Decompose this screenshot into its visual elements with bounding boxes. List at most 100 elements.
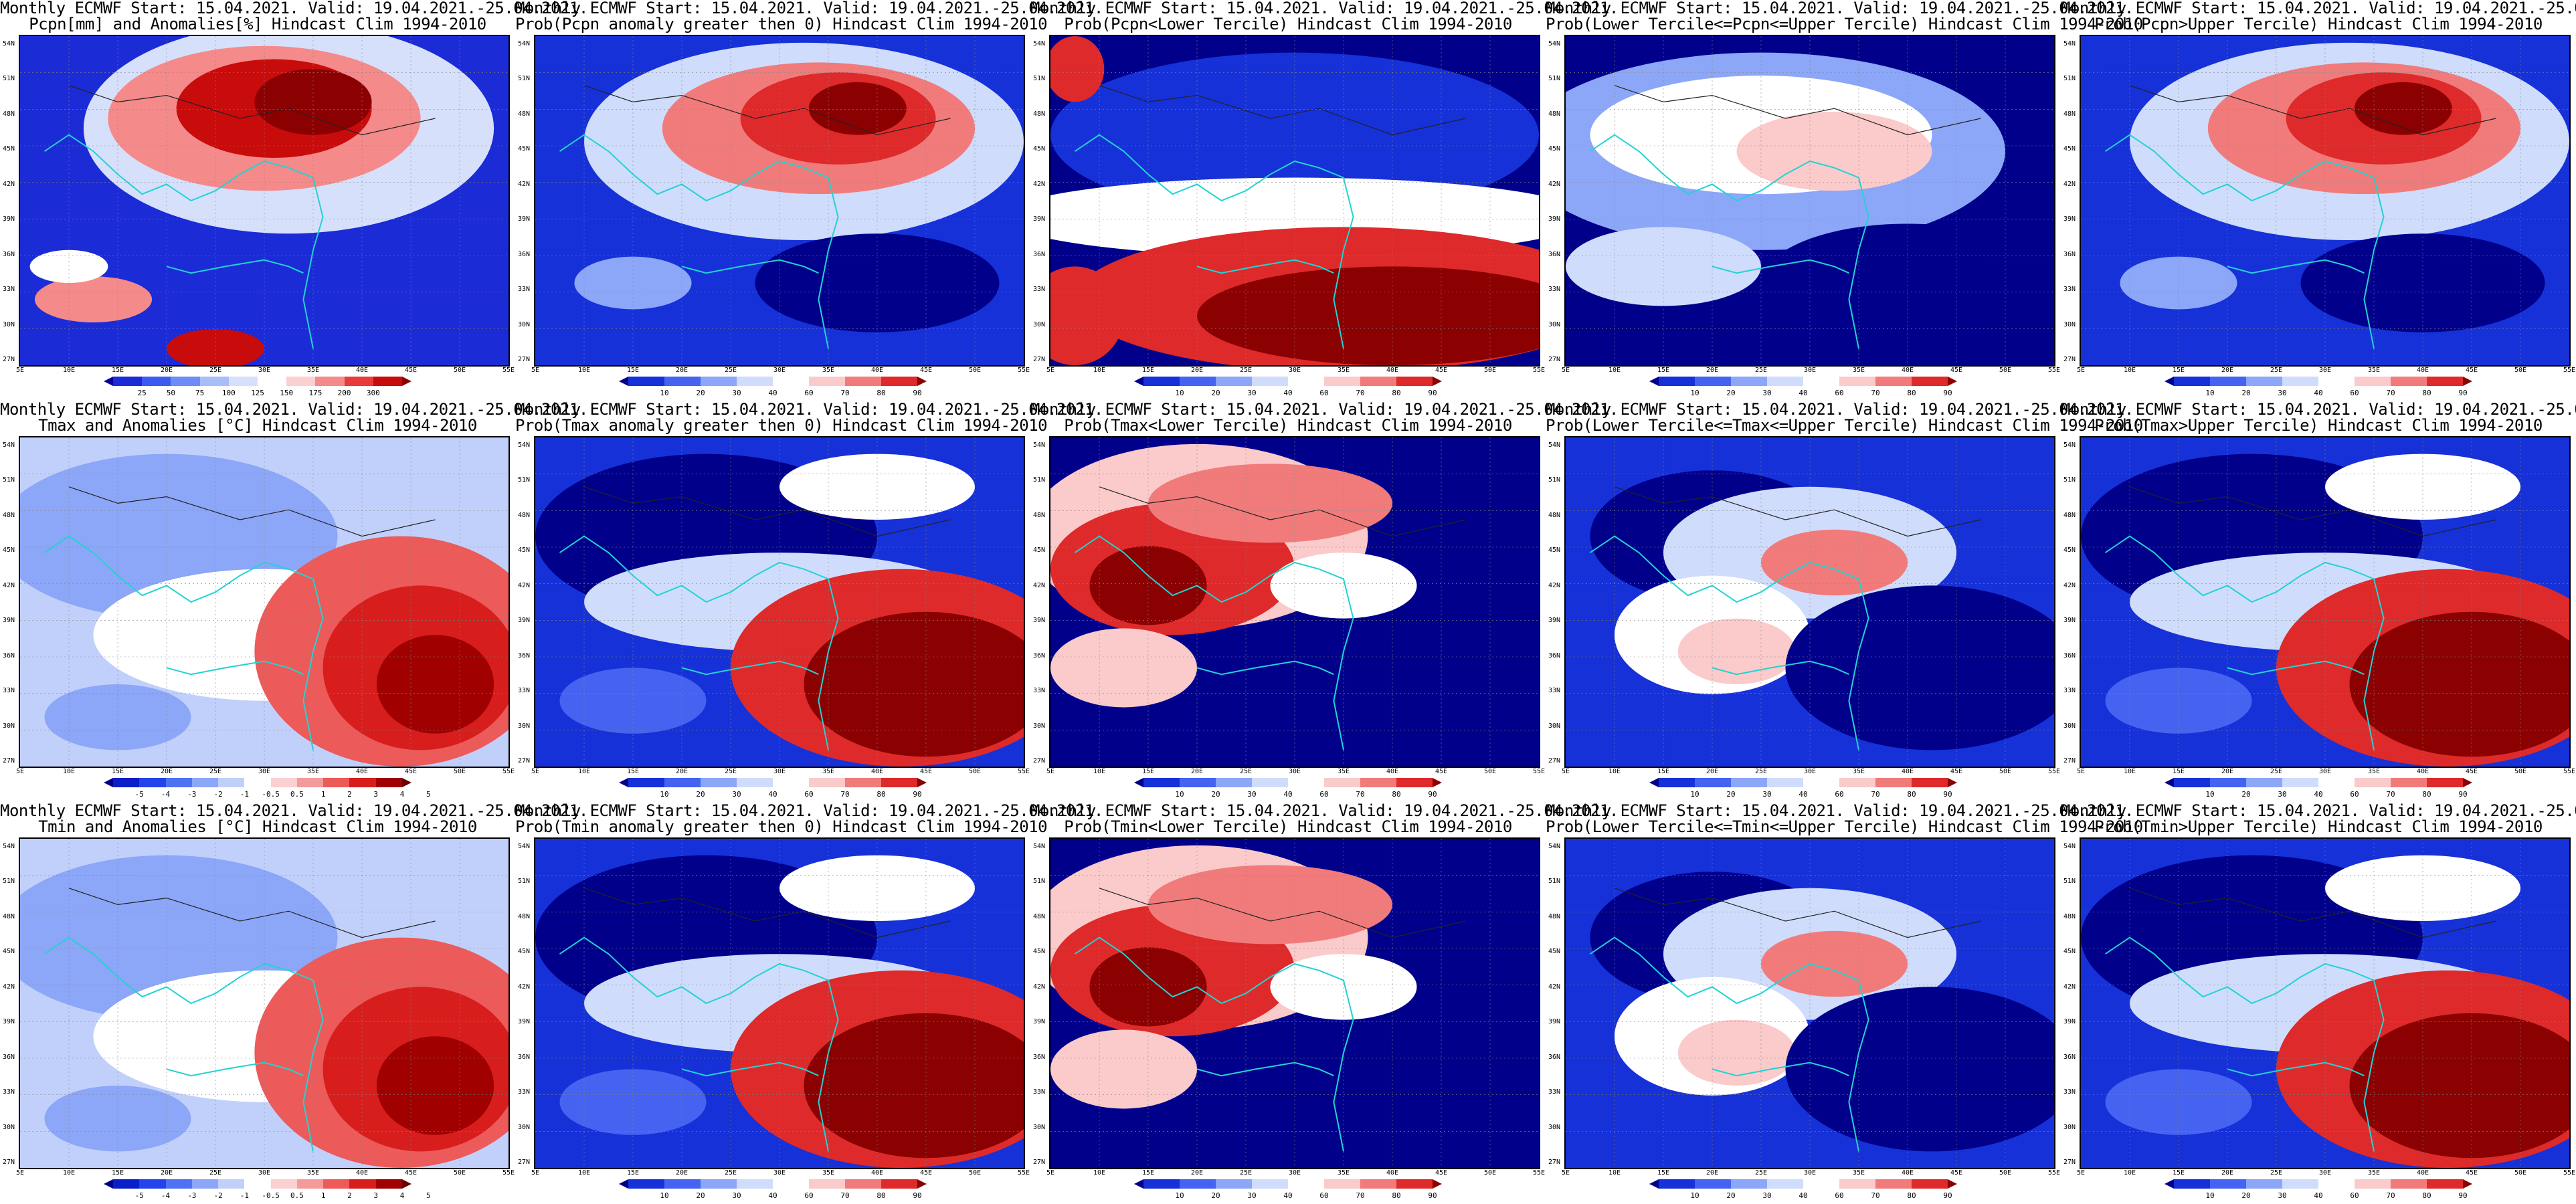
lat-label: 42N bbox=[3, 581, 15, 589]
lat-label: 54N bbox=[518, 40, 531, 47]
colorbar bbox=[2165, 778, 2472, 787]
shaded-region bbox=[1677, 618, 1796, 684]
colorbar-tick-label: 60 bbox=[1319, 389, 1329, 397]
colorbar-tick-label: 20 bbox=[1211, 790, 1220, 799]
lat-label: 33N bbox=[518, 286, 531, 294]
lon-label: 50E bbox=[2514, 768, 2527, 775]
shaded-region bbox=[1050, 52, 1539, 217]
colorbar-segment bbox=[881, 778, 917, 787]
lat-label: 48N bbox=[1548, 912, 1561, 920]
colorbar-tick-label: 60 bbox=[1835, 1191, 1844, 1200]
colorbar-segment bbox=[1396, 1179, 1433, 1189]
colorbar-segment bbox=[1875, 778, 1912, 787]
lon-label: 15E bbox=[1141, 367, 1155, 374]
colorbar-arrow-left bbox=[1649, 377, 1659, 386]
lon-label: 20E bbox=[160, 768, 173, 775]
lat-label: 33N bbox=[1033, 1088, 1046, 1096]
lon-label: 55E bbox=[1532, 367, 1546, 374]
colorbar-tick-label: 80 bbox=[877, 1191, 886, 1200]
map-panel: Monthly ECMWF Start: 15.04.2021. Valid: … bbox=[1546, 803, 2143, 1204]
map-field bbox=[534, 35, 1025, 367]
colorbar-tick-label: 10 bbox=[1690, 790, 1699, 799]
colorbar-tick-label: 80 bbox=[2422, 1191, 2431, 1200]
lon-label: 10E bbox=[1608, 1169, 1621, 1177]
lon-label: 25E bbox=[724, 367, 737, 374]
lon-label: 25E bbox=[1754, 1169, 1768, 1177]
colorbar-tick-label: 60 bbox=[804, 389, 814, 397]
lat-label: 42N bbox=[1548, 983, 1561, 991]
lat-label: 30N bbox=[518, 722, 531, 730]
shaded-region bbox=[167, 328, 264, 365]
lat-label: 39N bbox=[3, 617, 15, 625]
colorbar-segment bbox=[2210, 778, 2246, 787]
lon-label: 55E bbox=[2047, 768, 2061, 775]
lat-label: 27N bbox=[2063, 1159, 2076, 1166]
contour-line bbox=[68, 888, 436, 938]
map-field bbox=[1564, 35, 2055, 367]
contour-line bbox=[68, 486, 436, 537]
colorbar-segment bbox=[2246, 1179, 2282, 1189]
map-field bbox=[1049, 436, 1540, 768]
lon-label: 10E bbox=[62, 367, 76, 374]
lat-label: 45N bbox=[2063, 546, 2076, 555]
lat-label: 36N bbox=[2063, 250, 2076, 258]
colorbar-tick-label: 80 bbox=[877, 790, 886, 799]
lon-label: 30E bbox=[773, 367, 786, 374]
colorbar-tick-label: 5 bbox=[426, 790, 431, 799]
colorbar-tick-label: 60 bbox=[2350, 790, 2359, 799]
map-panel: Monthly ECMWF Start: 15.04.2021. Valid: … bbox=[2061, 803, 2576, 1204]
colorbar-tick-label: -1 bbox=[240, 790, 249, 799]
lon-label: 10E bbox=[1608, 367, 1621, 374]
colorbar-segment bbox=[2355, 778, 2391, 787]
lat-label: 33N bbox=[1548, 1088, 1561, 1096]
colorbar-arrow-left bbox=[2165, 778, 2174, 787]
colorbar-segment bbox=[845, 1179, 881, 1189]
colorbar-segment bbox=[1288, 778, 1324, 787]
contour-line bbox=[1614, 486, 1981, 537]
colorbar-tick-label: 20 bbox=[696, 389, 705, 397]
colorbar-tick-label: 0.5 bbox=[290, 790, 304, 799]
lon-label: 40E bbox=[1386, 768, 1399, 775]
colorbar-arrow-right bbox=[402, 377, 412, 386]
shaded-region bbox=[1148, 464, 1392, 543]
lon-label: 20E bbox=[2221, 768, 2234, 775]
panel-title-line2: Prob(Tmax<Lower Tercile) Hindcast Clim 1… bbox=[1064, 416, 1512, 435]
shaded-region bbox=[755, 233, 1000, 332]
lon-label: 40E bbox=[1386, 1169, 1399, 1177]
lat-label: 39N bbox=[1033, 617, 1046, 625]
coastline bbox=[1589, 936, 1869, 1152]
colorbar-tick-label: 90 bbox=[2458, 1191, 2468, 1200]
colorbar-tick-label: 70 bbox=[840, 790, 850, 799]
colorbar-tick-label: 1 bbox=[320, 790, 326, 799]
lat-label: 39N bbox=[2063, 1018, 2076, 1026]
lon-label: 30E bbox=[773, 768, 786, 775]
coastline bbox=[1196, 660, 1334, 676]
colorbar-tick-label: 2 bbox=[347, 790, 352, 799]
lon-label: 35E bbox=[822, 768, 835, 775]
panel-title-line2: Prob(Pcpn anomaly greater then 0) Hindca… bbox=[515, 15, 1048, 33]
lon-label: 45E bbox=[919, 1169, 933, 1177]
lon-label: 35E bbox=[2367, 1169, 2381, 1177]
colorbar-segment bbox=[296, 1179, 324, 1189]
colorbar-arrow-left bbox=[619, 377, 628, 386]
lon-label: 5E bbox=[15, 768, 25, 775]
colorbar-segment bbox=[809, 377, 845, 386]
colorbar-segment bbox=[113, 1179, 140, 1189]
lon-label: 10E bbox=[1093, 367, 1106, 374]
colorbar-segment bbox=[1695, 377, 1731, 386]
lon-label: 25E bbox=[209, 768, 222, 775]
lon-label: 45E bbox=[1435, 768, 1448, 775]
colorbar-segment bbox=[244, 1179, 271, 1189]
lon-label: 10E bbox=[62, 768, 76, 775]
lon-label: 35E bbox=[2367, 367, 2381, 374]
lat-label: 27N bbox=[3, 757, 15, 765]
coastline bbox=[559, 134, 839, 349]
colorbar-segment bbox=[773, 1179, 809, 1189]
shaded-region bbox=[2349, 1013, 2569, 1159]
colorbar-segment bbox=[701, 778, 737, 787]
colorbar-segment bbox=[845, 377, 881, 386]
colorbar-segment bbox=[737, 377, 773, 386]
lat-label: 27N bbox=[3, 1159, 15, 1166]
colorbar-arrow-left bbox=[104, 377, 113, 386]
lon-label: 15E bbox=[111, 367, 124, 374]
